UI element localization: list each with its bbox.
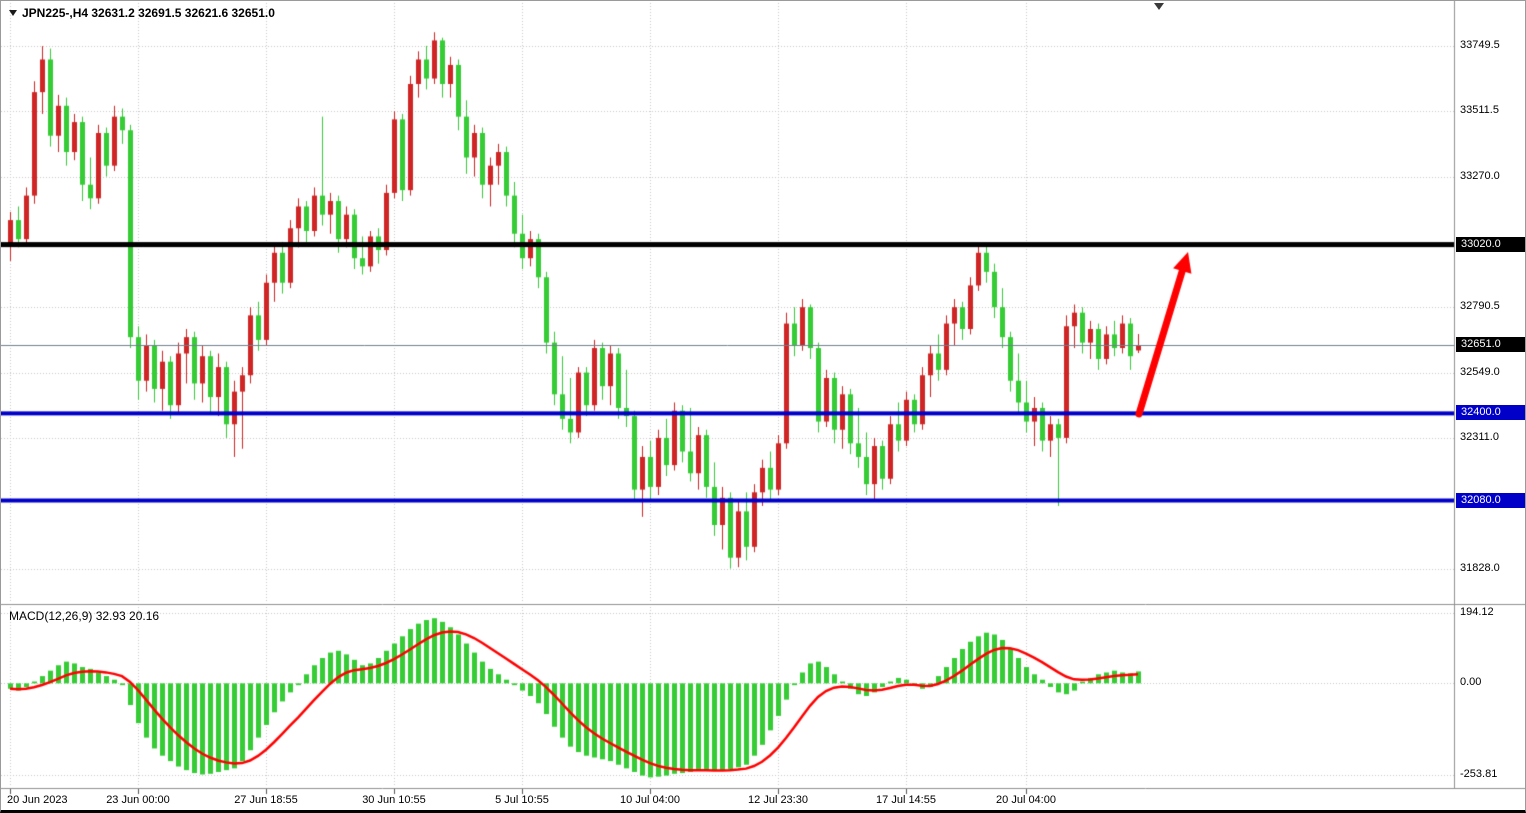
- price-line-label: 32651.0: [1456, 337, 1525, 353]
- time-tick-label: 20 Jun 2023: [7, 794, 68, 806]
- price-tick-label: 31828.0: [1460, 562, 1500, 575]
- time-tick-label: 17 Jul 14:55: [876, 794, 936, 806]
- time-tick-label: 27 Jun 18:55: [234, 794, 298, 806]
- symbol-marker-icon: [9, 10, 17, 16]
- macd-tick-label: 194.12: [1460, 606, 1494, 619]
- chart-shift-marker-icon[interactable]: [1154, 3, 1164, 10]
- time-tick-label: 10 Jul 04:00: [620, 794, 680, 806]
- macd-tick-label: -253.81: [1460, 768, 1498, 781]
- time-tick-label: 12 Jul 23:30: [748, 794, 808, 806]
- symbol-ohlc-text: JPN225-,H4 32631.2 32691.5 32621.6 32651…: [22, 6, 275, 20]
- time-tick-label: 23 Jun 00:00: [106, 794, 170, 806]
- price-line-label: 33020.0: [1456, 236, 1525, 252]
- price-tick-label: 33749.5: [1460, 39, 1500, 51]
- price-tick-label: 33270.0: [1460, 169, 1500, 182]
- price-line-label: 32080.0: [1456, 492, 1525, 508]
- time-axis[interactable]: 20 Jun 2023 23 Jun 00:00 27 Jun 18:55 30 Ju…: [1, 794, 1456, 810]
- price-line-label: 32400.0: [1456, 405, 1525, 421]
- macd-tick-label: 0.00: [1460, 676, 1482, 689]
- time-tick-label: 20 Jul 04:00: [996, 794, 1056, 806]
- price-tick-label: 32549.0: [1460, 365, 1500, 378]
- macd-indicator-label: MACD(12,26,9) 32.93 20.16: [9, 609, 160, 623]
- price-tick-label: 32790.5: [1460, 300, 1500, 313]
- symbol-ohlc-readout: JPN225-,H4 32631.2 32691.5 32621.6 32651…: [9, 6, 275, 20]
- price-tick-label: 32311.0: [1460, 430, 1499, 443]
- time-tick-label: 5 Jul 10:55: [495, 794, 549, 806]
- price-tick-label: 33511.5: [1460, 103, 1499, 116]
- time-tick-label: 30 Jun 10:55: [362, 794, 426, 806]
- price-axis[interactable]: 33749.5 33511.5 33270.0 32790.5 32549.0 32311…: [1456, 1, 1525, 810]
